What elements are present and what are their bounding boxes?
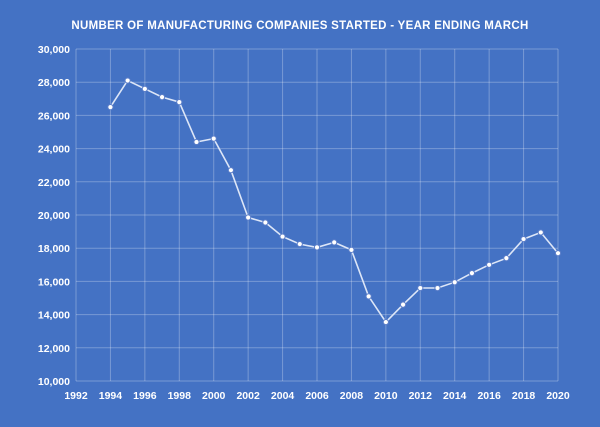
data-point [141,85,148,92]
data-point [399,301,407,308]
data-point [365,293,372,300]
y-tick-label: 10,000 [38,376,70,388]
data-point [382,318,389,326]
x-tick-label: 1998 [168,390,192,402]
data-point [107,104,114,111]
x-tick-label: 2004 [271,390,295,402]
x-tick-label: 2000 [202,390,226,402]
y-tick-label: 28,000 [38,77,70,89]
data-point [434,284,441,292]
y-tick-label: 14,000 [38,310,70,322]
data-point [158,94,166,101]
x-tick-label: 2008 [340,390,364,402]
data-point [296,240,303,248]
y-tick-label: 16,000 [38,276,70,288]
data-point [468,270,476,277]
data-point [503,255,510,262]
y-tick-label: 26,000 [38,110,70,122]
data-point [537,229,544,236]
x-tick-label: 2002 [236,390,260,402]
data-point [193,138,200,146]
y-tick-label: 12,000 [38,343,70,355]
data-point [313,244,321,251]
data-point [227,167,235,174]
data-point [554,250,562,257]
data-point [348,246,355,253]
x-tick-label: 2014 [443,390,467,402]
data-point [486,261,493,268]
data-point [210,135,217,142]
x-tick-label: 2006 [305,390,329,402]
x-tick-label: 1994 [99,390,123,402]
x-tick-label: 1992 [64,390,88,402]
data-point [451,279,458,286]
data-point [331,239,338,246]
data-point [176,99,183,106]
data-point [262,219,269,226]
data-point [124,77,131,84]
data-point [417,284,424,292]
data-point [520,235,527,243]
x-tick-label: 1996 [133,390,157,402]
series-line [109,79,559,324]
x-tick-label: 2020 [546,390,570,402]
y-tick-label: 24,000 [38,144,70,156]
x-tick-label: 2016 [477,390,501,402]
chart-title: NUMBER OF MANUFACTURING COMPANIES STARTE… [71,20,529,32]
y-tick-label: 30,000 [38,44,70,56]
x-tick-label: 2012 [409,390,433,402]
x-tick-label: 2018 [512,390,536,402]
data-point [245,214,252,221]
y-tick-label: 22,000 [38,177,70,189]
y-tick-label: 18,000 [38,243,70,255]
y-tick-label: 20,000 [38,210,70,222]
x-tick-label: 2010 [374,390,398,402]
data-point [279,233,286,240]
